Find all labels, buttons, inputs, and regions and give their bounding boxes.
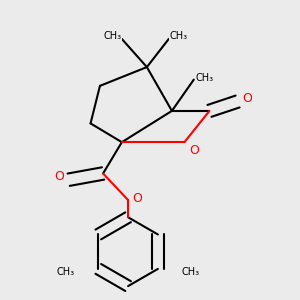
Text: CH₃: CH₃ [103,31,122,41]
Text: CH₃: CH₃ [196,73,214,83]
Text: O: O [133,192,142,205]
Text: CH₃: CH₃ [56,267,74,277]
Text: CH₃: CH₃ [169,31,187,41]
Text: CH₃: CH₃ [182,267,200,277]
Text: O: O [242,92,252,105]
Text: O: O [189,143,199,157]
Text: O: O [54,170,64,183]
